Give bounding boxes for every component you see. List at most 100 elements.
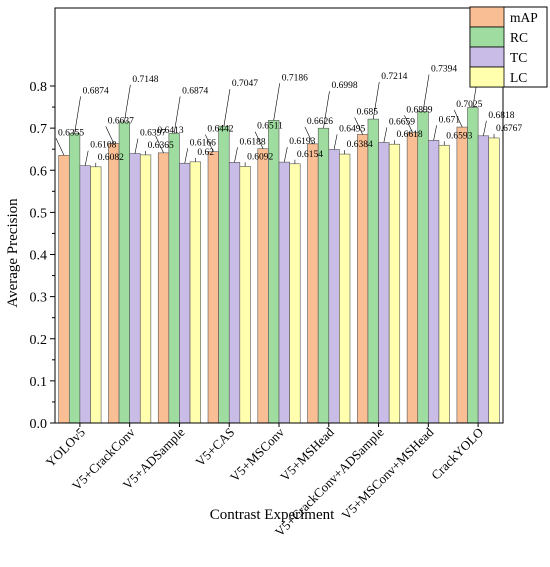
bar-LC-4 (239, 166, 251, 424)
data-label-leader (173, 96, 181, 134)
bar-TC-5 (278, 161, 290, 424)
bar-TC-9 (477, 135, 490, 424)
legend-label-LC: LC (510, 70, 527, 85)
data-label-leader (155, 135, 164, 153)
legend-label-TC: TC (510, 50, 527, 65)
plot-frame (54, 7, 504, 424)
data-label-LC-5: 0.6154 (297, 150, 323, 160)
data-label-LC-8: 0.6593 (446, 131, 472, 141)
data-label-TC-8: 0.671 (439, 115, 461, 125)
data-label-LC-4: 0.6092 (247, 152, 273, 162)
bar-RC-3 (168, 133, 180, 424)
data-label-leader (483, 120, 487, 136)
data-label-leader (333, 134, 338, 150)
bar-RC-6 (317, 127, 330, 424)
data-label-leader (124, 84, 131, 122)
y-tick-label-0.1: 0.1 (30, 375, 48, 390)
data-label-mAP-6: 0.6626 (307, 117, 333, 127)
bar-TC-7 (378, 142, 390, 424)
data-label-leader (453, 109, 463, 128)
data-label-RC-7: 0.7214 (381, 72, 407, 82)
bar-RC-2 (118, 121, 130, 424)
data-label-mAP-4: 0.6442 (207, 125, 233, 135)
legend-swatch-RC (469, 26, 505, 48)
bar-LC-7 (388, 143, 401, 424)
bar-LC-6 (339, 153, 351, 424)
bar-mAP-7 (357, 134, 369, 424)
data-label-leader (273, 83, 280, 121)
legend-swatch-LC (469, 66, 505, 88)
y-tick-label-0.6: 0.6 (30, 164, 48, 179)
legend-label-mAP: mAP (510, 10, 538, 25)
data-label-RC-6: 0.6998 (331, 81, 357, 91)
y-tick-label-0.3: 0.3 (30, 291, 48, 306)
data-label-TC-4: 0.6188 (240, 137, 266, 147)
bar-mAP-6 (307, 143, 319, 424)
y-tick-label-0.7: 0.7 (30, 122, 48, 137)
bar-TC-3 (179, 162, 191, 424)
data-label-leader (74, 96, 81, 134)
bar-TC-2 (129, 153, 141, 424)
bar-LC-3 (189, 161, 201, 424)
bars-layer (58, 107, 500, 424)
legend-swatch-TC (469, 46, 505, 68)
bar-mAP-4 (207, 151, 219, 424)
bar-LC-9 (488, 137, 500, 424)
data-label-RC-2: 0.7148 (132, 75, 158, 85)
bar-LC-5 (289, 163, 301, 424)
legend-label-RC: RC (510, 30, 528, 45)
data-label-TC-6: 0.6495 (339, 124, 365, 134)
y-axis-title: Average Precision (5, 198, 21, 308)
data-label-leader (134, 138, 139, 154)
data-label-leader (223, 89, 231, 127)
data-label-leader (433, 125, 437, 141)
data-label-leader (234, 147, 238, 163)
bar-TC-1 (79, 165, 91, 424)
data-label-leader (284, 147, 288, 163)
bar-RC-5 (268, 119, 280, 424)
data-label-TC-9: 0.6818 (488, 111, 514, 121)
bar-mAP-1 (58, 154, 70, 424)
data-label-LC-6: 0.6384 (347, 140, 373, 150)
bar-LC-8 (438, 144, 450, 424)
bar-RC-1 (68, 133, 81, 424)
data-label-leader (372, 82, 380, 120)
data-label-RC-8: 0.7394 (431, 65, 457, 75)
data-label-leader (55, 138, 65, 156)
bar-LC-1 (90, 166, 102, 424)
y-tick-label-0.2: 0.2 (30, 333, 48, 348)
data-label-leader (304, 126, 314, 145)
data-label-RC-4: 0.7047 (232, 79, 258, 89)
data-label-LC-7: 0.6618 (396, 130, 422, 140)
bar-TC-4 (228, 162, 241, 424)
data-label-leader (404, 115, 413, 133)
data-label-mAP-8: 0.6899 (406, 105, 432, 115)
data-label-TC-5: 0.6193 (289, 137, 315, 147)
bar-mAP-8 (406, 132, 419, 424)
data-label-RC-5: 0.7186 (282, 73, 308, 83)
y-tick-label-0.4: 0.4 (30, 249, 48, 264)
data-label-leader (184, 148, 189, 164)
data-label-mAP-5: 0.6511 (257, 122, 283, 132)
data-label-TC-7: 0.6659 (389, 117, 415, 127)
data-label-LC-2: 0.6365 (148, 141, 174, 151)
y-tick-label-0.5: 0.5 (30, 206, 48, 221)
legend: mAP RC TC LC (469, 6, 548, 88)
data-label-mAP-7: 0.685 (357, 107, 379, 117)
bar-TC-6 (328, 149, 340, 424)
bar-RC-7 (367, 118, 379, 424)
x-tick-label-1: YOLOv5 (43, 425, 88, 470)
x-tick-label-8: V5+MSConv+MSHead (338, 424, 436, 522)
data-label-leader (323, 91, 330, 129)
data-label-leader (105, 126, 115, 144)
x-tick-label-9: CrackYOLO (428, 425, 486, 483)
data-label-leader (205, 134, 214, 152)
data-label-TC-3: 0.6166 (190, 138, 216, 148)
data-label-leader (84, 150, 89, 166)
data-label-TC-1: 0.6108 (90, 141, 116, 151)
bar-mAP-9 (456, 126, 468, 424)
x-axis-title: Contrast Experiment (210, 507, 335, 523)
data-label-mAP-1: 0.6355 (58, 128, 84, 138)
bar-RC-8 (417, 111, 429, 424)
